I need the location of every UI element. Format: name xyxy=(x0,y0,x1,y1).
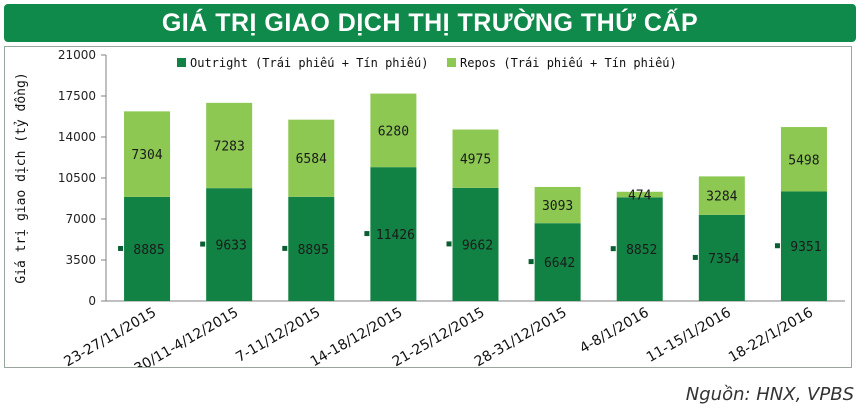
repos-value-label: 5498 xyxy=(788,153,819,168)
outright-label-marker xyxy=(610,246,616,252)
outright-label-marker xyxy=(364,231,370,237)
bar-repos xyxy=(124,111,171,197)
outright-value-label: 9662 xyxy=(462,238,493,253)
outright-label-marker xyxy=(446,241,452,247)
outright-value-label: 8895 xyxy=(298,243,329,258)
bar-outright xyxy=(206,188,253,301)
bar-repos xyxy=(616,191,663,198)
repos-value-label: 7304 xyxy=(131,148,162,163)
y-tick-label: 14000 xyxy=(58,130,96,144)
repos-value-label: 4975 xyxy=(460,153,491,168)
x-category-label: 18-22/1/2016 xyxy=(726,305,816,366)
page-title: GIÁ TRỊ GIAO DỊCH THỊ TRƯỜNG THỨ CẤP xyxy=(161,8,699,37)
bar-outright xyxy=(616,197,663,301)
outright-label-marker xyxy=(774,243,780,249)
bar-outright xyxy=(698,214,745,301)
repos-value-label: 6584 xyxy=(296,152,327,167)
bar-repos xyxy=(370,93,417,168)
source-note: Nguồn: HNX, VPBS xyxy=(685,384,854,405)
bar-outright xyxy=(780,191,827,301)
outright-value-label: 8885 xyxy=(133,243,164,258)
outright-label-marker xyxy=(118,245,124,251)
outright-label-marker xyxy=(200,241,206,247)
outright-label-marker xyxy=(692,254,698,260)
repos-value-label: 474 xyxy=(628,189,652,204)
bar-outright xyxy=(288,196,335,301)
stacked-bar-chart: 0 3500 7000 10500 14000 17500 21000 Giá trị gia… xyxy=(14,48,845,367)
repos-value-label: 7283 xyxy=(214,139,245,154)
outright-value-label: 9351 xyxy=(790,240,821,255)
legend-label: Outright (Trái phiếu + Tín phiếu) xyxy=(190,56,428,70)
x-category-label: 28-31/12/2015 xyxy=(472,305,570,367)
legend-swatch xyxy=(177,58,186,67)
x-category-label: 11-15/1/2016 xyxy=(644,305,734,366)
y-tick-label: 0 xyxy=(88,294,96,308)
legend: Outright (Trái phiếu + Tín phiếu) Repos (… xyxy=(177,56,677,70)
outright-label-marker xyxy=(528,259,534,265)
legend-label: Repos (Trái phiếu + Tín phiếu) xyxy=(460,56,677,70)
y-tick-label: 7000 xyxy=(65,212,96,226)
bar-repos xyxy=(206,102,253,189)
outright-value-label: 7354 xyxy=(708,252,739,267)
outright-value-label: 11426 xyxy=(376,228,415,243)
bar-repos xyxy=(534,186,581,224)
y-tick-label: 10500 xyxy=(58,171,96,185)
y-tick-label: 17500 xyxy=(58,89,96,103)
bar-outright xyxy=(124,196,171,301)
bar-repos xyxy=(452,129,499,188)
repos-value-label: 6280 xyxy=(378,124,409,139)
outright-label-marker xyxy=(282,245,288,251)
bar-outright xyxy=(452,187,499,301)
chart-frame: 0 3500 7000 10500 14000 17500 21000 Giá trị gia… xyxy=(4,46,852,368)
y-axis-title: Giá trị giao dịch (tỷ đồng) xyxy=(14,72,29,283)
repos-value-label: 3284 xyxy=(706,190,737,205)
repos-value-label: 3093 xyxy=(542,199,573,214)
outright-value-label: 6642 xyxy=(544,256,575,271)
x-category-label: 4-8/1/2016 xyxy=(577,305,652,357)
bars xyxy=(124,93,827,301)
y-tick-label: 21000 xyxy=(58,48,96,62)
data-labels: 8885 7304 9633 7283 8895 6584 11426 6280 9662 497… xyxy=(118,124,822,271)
bar-repos xyxy=(780,127,827,192)
bar-outright xyxy=(370,167,417,301)
bar-repos xyxy=(288,119,335,197)
outright-value-label: 9633 xyxy=(216,239,247,254)
title-bar: GIÁ TRỊ GIAO DỊCH THỊ TRƯỜNG THỨ CẤP xyxy=(4,4,856,42)
legend-swatch xyxy=(447,58,456,67)
y-tick-label: 3500 xyxy=(65,253,96,267)
bar-outright xyxy=(534,223,581,301)
outright-value-label: 8852 xyxy=(626,243,657,258)
bar-repos xyxy=(698,176,745,215)
